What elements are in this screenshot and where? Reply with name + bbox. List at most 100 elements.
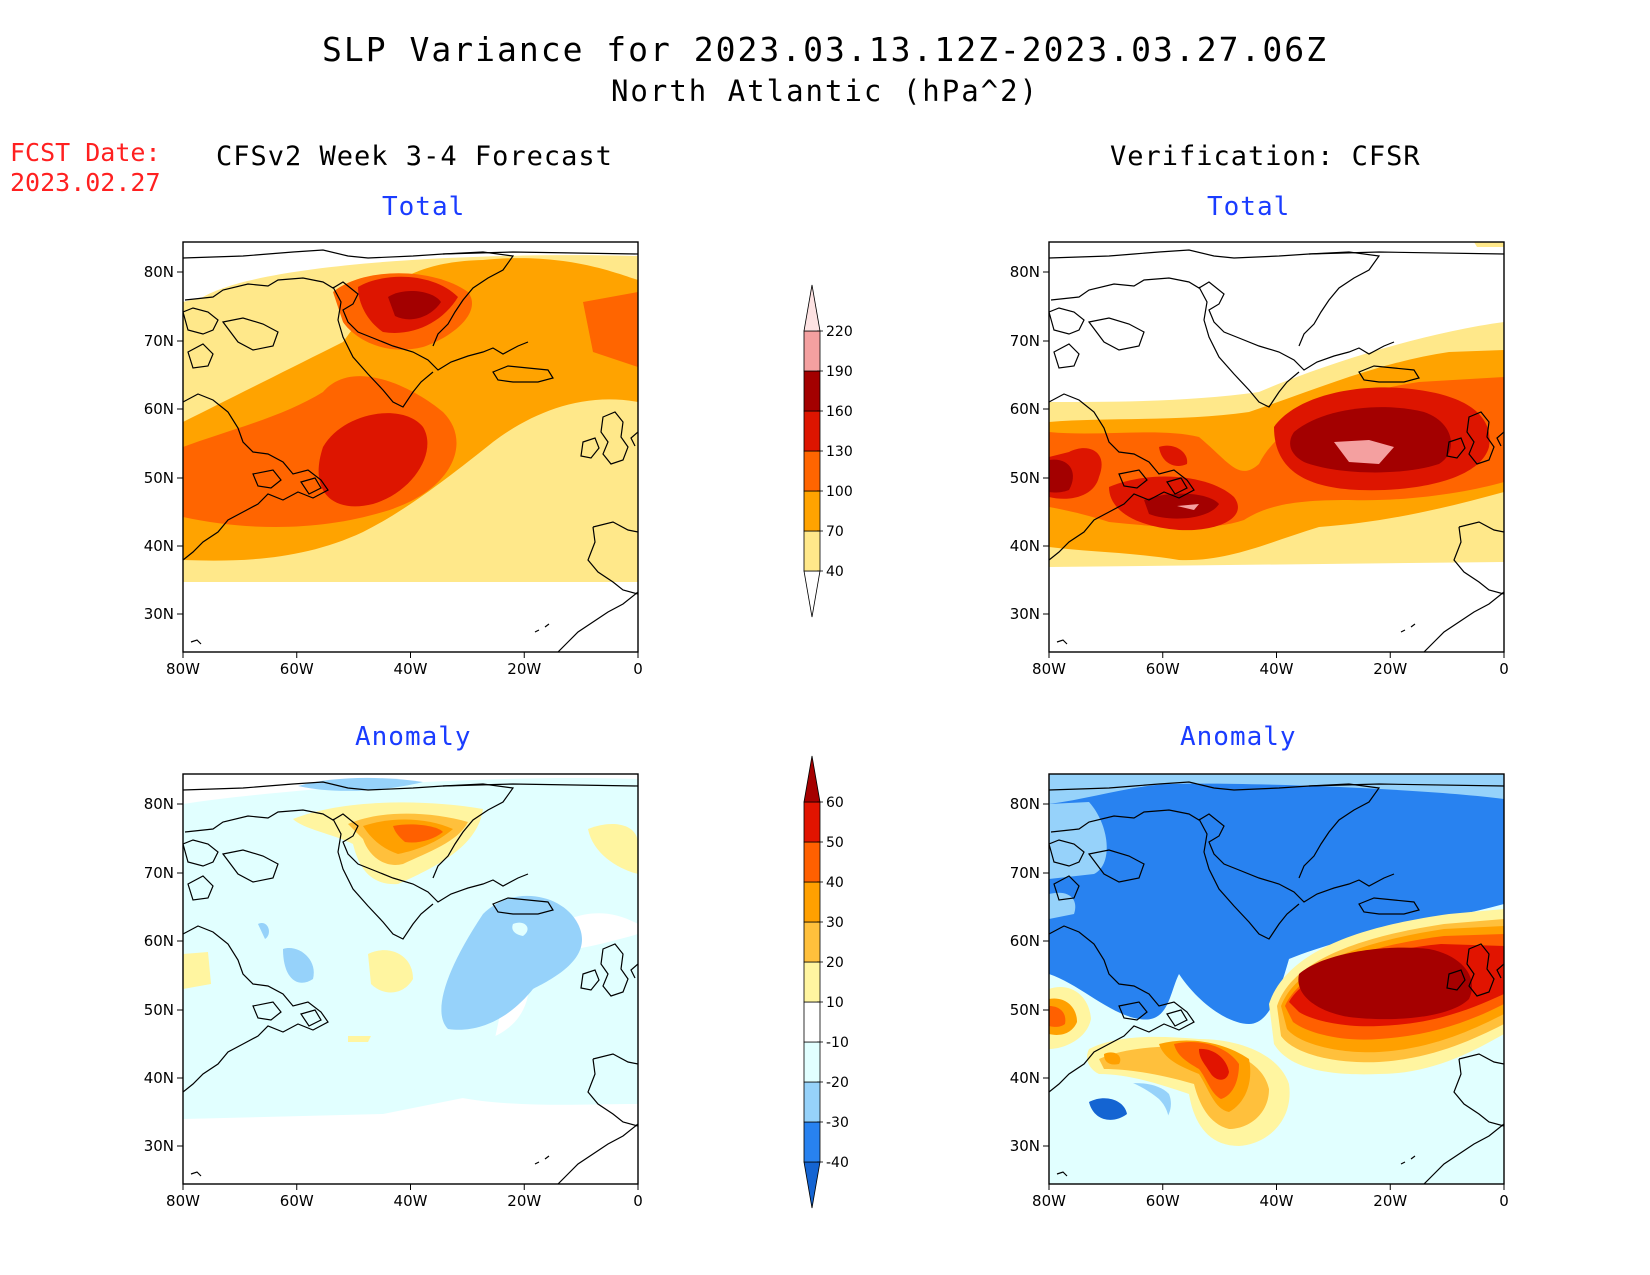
lat-tick-label: 80N [1010, 263, 1040, 281]
colorbar-swatch [803, 330, 821, 372]
lat-tick-label: 50N [144, 469, 174, 487]
panel-title-forecast-total: Total [382, 192, 466, 222]
colorbar-anomaly: -40 -30 -20 -10 10 20 30 40 50 60 [803, 755, 849, 1209]
lat-tick-label: 60N [1010, 400, 1040, 418]
panel-title-forecast-anomaly: Anomaly [355, 722, 472, 752]
contour-fill [318, 413, 428, 507]
contour-fill [583, 292, 638, 367]
contour-fill [258, 922, 269, 939]
fcst-date-value: 2023.02.27 [10, 168, 161, 197]
lon-tick-label: 60W [280, 660, 314, 678]
lat-tick-label: 70N [144, 864, 174, 882]
lon-tick-label: 40W [394, 660, 428, 678]
lat-tick-label: 60N [1010, 932, 1040, 950]
colorbar-label: 50 [826, 835, 844, 851]
contour-fill [368, 950, 413, 993]
lat-tick-label: 40N [144, 537, 174, 555]
lat-tick-label: 80N [1010, 795, 1040, 813]
map-panel-forecast-total: 80W 60W 40W 20W 0 30N 40N 50N 60N 70N 80N [144, 241, 643, 678]
lat-tick-label: 40N [1010, 537, 1040, 555]
colorbar-total: 40 70 100 130 160 190 220 [803, 284, 853, 618]
contour-fill [283, 948, 314, 983]
contour-fill [1199, 1048, 1229, 1080]
contour-fill [1049, 459, 1073, 493]
colorbar-swatch [803, 284, 821, 332]
contour-fill [1334, 440, 1394, 464]
lat-tick-label: 60N [144, 932, 174, 950]
colorbar-swatch [803, 961, 821, 1003]
lon-tick-label: 0 [633, 1192, 643, 1210]
colorbar-swatch [803, 490, 821, 532]
colorbar-label: 40 [826, 564, 844, 580]
colorbar-swatch [803, 1081, 821, 1123]
chart-title: SLP Variance for 2023.03.13.12Z-2023.03.… [322, 30, 1328, 69]
contour-fill [1049, 774, 1504, 1024]
colorbar-label: -40 [826, 1155, 849, 1171]
lon-tick-label: 20W [1373, 660, 1407, 678]
contour-fill [1177, 504, 1199, 510]
colorbar-swatch [803, 1121, 821, 1163]
contour-fill [1159, 445, 1188, 467]
lat-tick-label: 50N [1010, 469, 1040, 487]
contour-fill [1089, 1098, 1127, 1120]
contour-fill [393, 824, 443, 843]
lat-tick-label: 50N [1010, 1001, 1040, 1019]
contour-fill [1298, 947, 1473, 1020]
lon-tick-label: 60W [280, 1192, 314, 1210]
colorbar-swatch [803, 370, 821, 412]
lat-tick-label: 80N [144, 795, 174, 813]
lon-tick-label: 20W [507, 660, 541, 678]
colorbar-label: 70 [826, 524, 844, 540]
colorbar-label: 220 [826, 324, 853, 340]
lat-tick-label: 30N [1010, 605, 1040, 623]
lon-tick-label: 20W [507, 1192, 541, 1210]
lon-tick-label: 80W [1032, 1192, 1066, 1210]
map-panel-forecast-anomaly: 80W 60W 40W 20W 0 30N 40N 50N 60N 70N 80N [144, 773, 643, 1210]
contour-fill [512, 922, 528, 936]
fcst-date-label: FCST Date: [10, 138, 161, 167]
colorbar-swatch [803, 1041, 821, 1083]
lon-tick-label: 80W [166, 660, 200, 678]
lat-tick-label: 40N [1010, 1069, 1040, 1087]
lon-tick-label: 80W [1032, 660, 1066, 678]
contour-fill [1049, 774, 1504, 804]
verification-column-title: Verification: CFSR [1110, 141, 1421, 172]
contour-fill [1104, 1052, 1121, 1065]
map-panel-verification-total: 80W 60W 40W 20W 0 30N 40N 50N 60N 70N 80N [1010, 241, 1509, 678]
contour-fill [1290, 407, 1451, 473]
colorbar-swatch [803, 410, 821, 452]
panel-title-verification-anomaly: Anomaly [1180, 722, 1297, 752]
lon-tick-label: 0 [633, 660, 643, 678]
colorbar-label: 30 [826, 915, 844, 931]
contour-fill [441, 895, 582, 1030]
lat-tick-label: 70N [1010, 864, 1040, 882]
colorbar-swatch [803, 921, 821, 963]
colorbar-swatch [803, 841, 821, 883]
colorbar-swatch [803, 570, 821, 618]
lon-tick-label: 20W [1373, 1192, 1407, 1210]
lat-tick-label: 30N [144, 605, 174, 623]
contour-fill [388, 290, 441, 320]
colorbar-label: 40 [826, 875, 844, 891]
contour-fill [1049, 1006, 1066, 1027]
colorbar-swatch [803, 801, 821, 843]
colorbar-swatch [803, 755, 821, 803]
lat-tick-label: 30N [1010, 1137, 1040, 1155]
lon-tick-label: 60W [1146, 1192, 1180, 1210]
contour-fill [1474, 242, 1504, 247]
lat-tick-label: 70N [1010, 332, 1040, 350]
contour-fill [1484, 1071, 1504, 1096]
panel-title-verification-total: Total [1207, 192, 1291, 222]
colorbar-label: 20 [826, 955, 844, 971]
colorbar-swatch [803, 1001, 821, 1043]
colorbar-label: -30 [826, 1115, 849, 1131]
contour-fill [348, 1036, 371, 1042]
colorbar-label: 60 [826, 795, 844, 811]
forecast-column-title: CFSv2 Week 3-4 Forecast [216, 141, 613, 172]
lon-tick-label: 80W [166, 1192, 200, 1210]
contour-fill [183, 952, 211, 989]
colorbar-swatch [803, 1161, 821, 1209]
colorbar-swatch [803, 881, 821, 923]
colorbar-swatch [803, 450, 821, 492]
